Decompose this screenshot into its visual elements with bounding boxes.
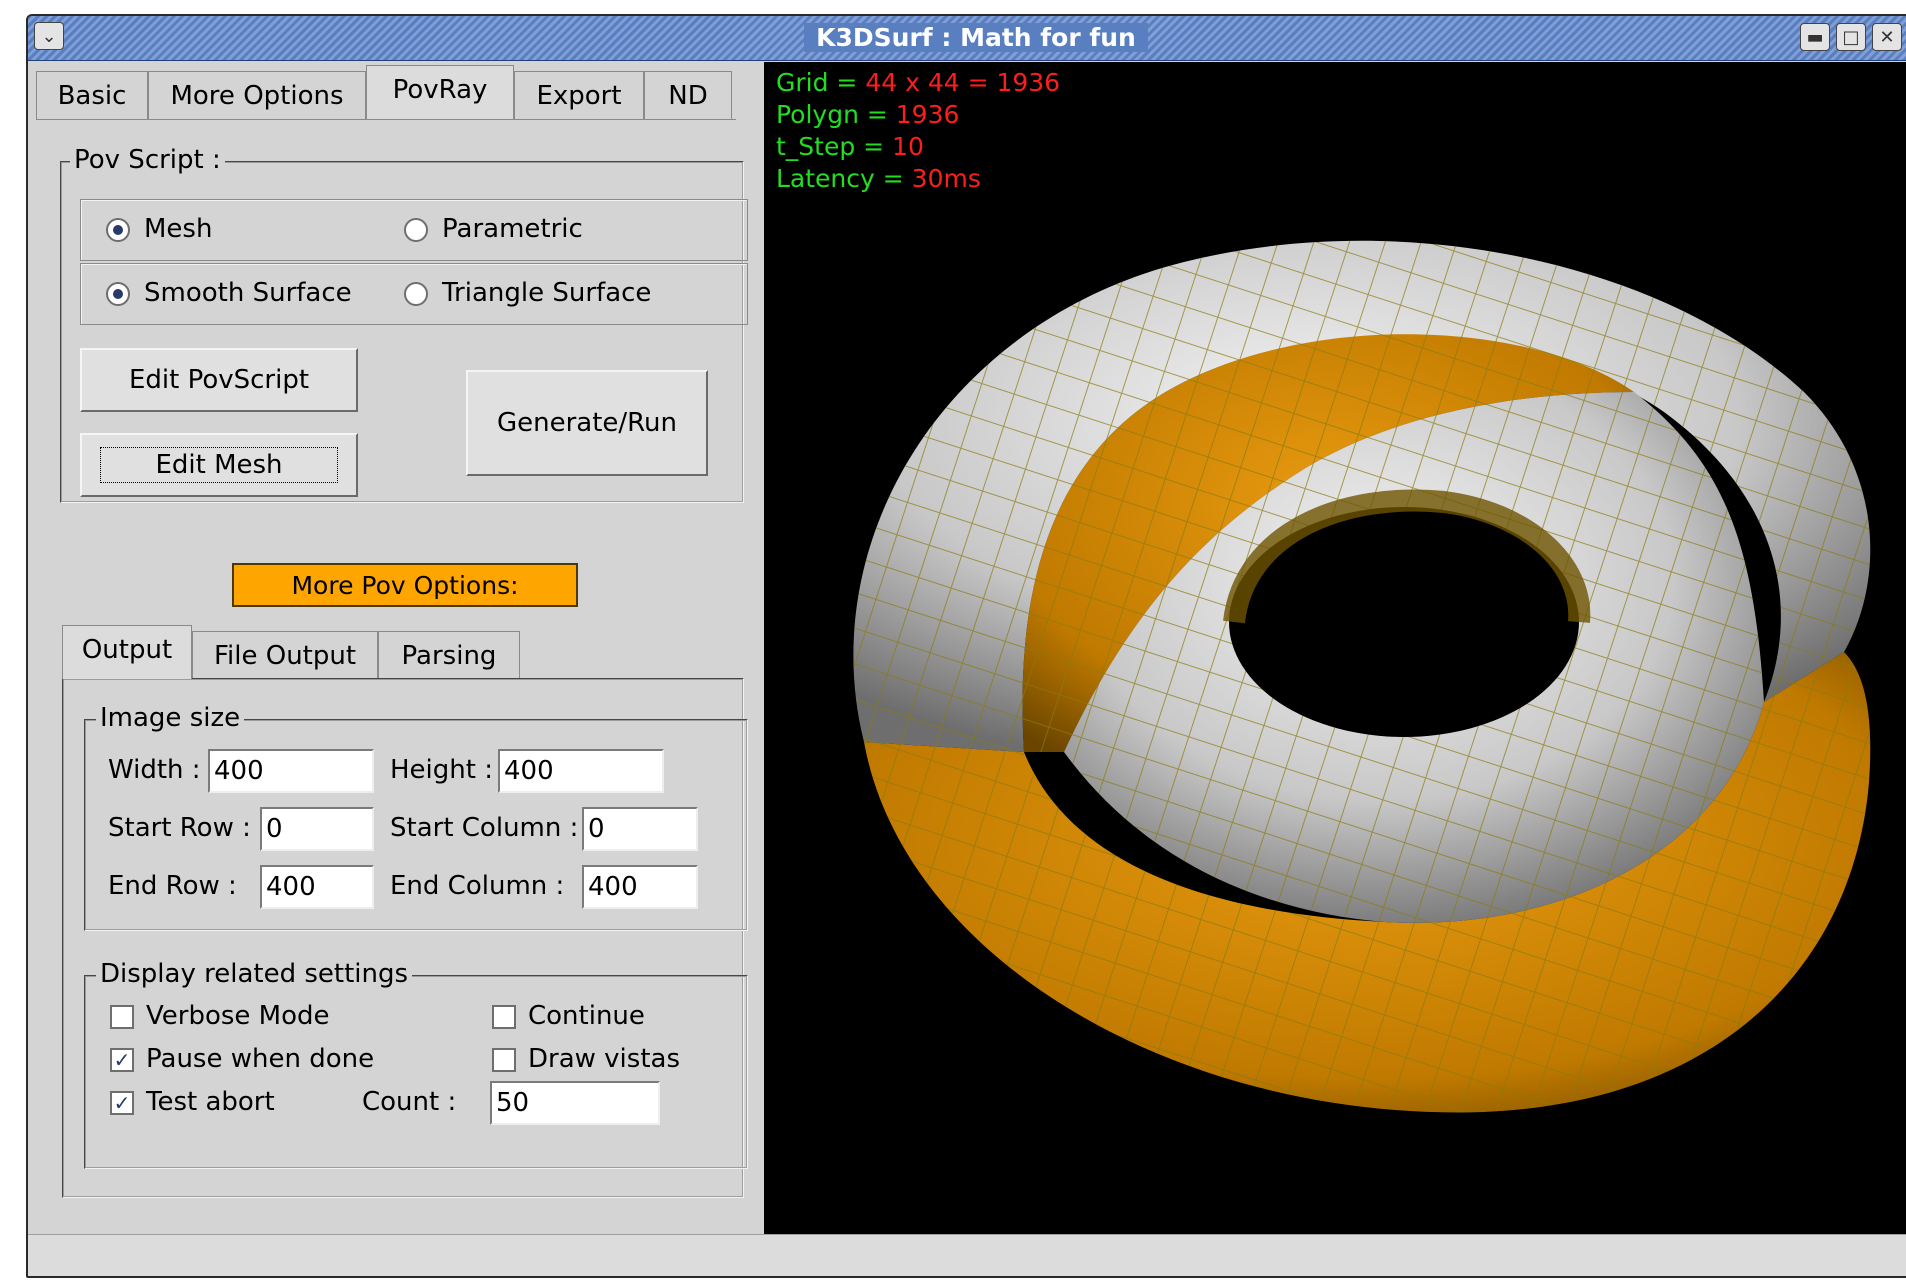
pause-when-done-label: Pause when done [146, 1044, 375, 1074]
maximize-button[interactable]: □ [1836, 23, 1866, 51]
parametric-label: Parametric [442, 214, 583, 244]
title-bar[interactable]: ⌄ K3DSurf : Math for fun ▬ □ ✕ [28, 16, 1906, 61]
close-button[interactable]: ✕ [1872, 23, 1902, 51]
render-viewport[interactable]: Grid = 44 x 44 = 1936 Polygn = 1936 t_St… [764, 62, 1906, 1234]
latency-stat: Latency = 30ms [776, 164, 981, 193]
polygon-stat: Polygn = 1936 [776, 100, 960, 129]
output-page [62, 678, 744, 1198]
chevron-down-icon: ⌄ [41, 25, 57, 47]
pov-script-group [60, 161, 744, 503]
continue-checkbox[interactable] [492, 1005, 516, 1029]
tab-divider [36, 119, 736, 120]
end-column-label: End Column : [390, 871, 565, 901]
minimize-button[interactable]: ▬ [1800, 23, 1830, 51]
generate-run-button[interactable]: Generate/Run [466, 370, 708, 476]
mesh-type-box [80, 199, 748, 261]
image-size-group [84, 719, 748, 931]
start-row-label: Start Row : [108, 813, 251, 843]
more-pov-options-button[interactable]: More Pov Options: [232, 563, 578, 607]
display-settings-group [84, 975, 748, 1169]
pause-when-done-checkbox[interactable]: ✓ [110, 1048, 134, 1072]
tab-more-options[interactable]: More Options [148, 71, 366, 119]
draw-vistas-label: Draw vistas [528, 1044, 681, 1074]
triangle-surface-label: Triangle Surface [442, 278, 652, 308]
count-label: Count : [362, 1087, 457, 1117]
start-row-input[interactable]: 0 [260, 807, 374, 851]
options-panel: Basic More Options PovRay Export ND Pov … [28, 61, 754, 1233]
tab-povray[interactable]: PovRay [366, 65, 514, 119]
tab-nd[interactable]: ND [644, 71, 732, 119]
end-row-label: End Row : [108, 871, 237, 901]
display-settings-title: Display related settings [96, 959, 413, 989]
window-title: K3DSurf : Math for fun [804, 23, 1148, 52]
start-column-label: Start Column : [390, 813, 579, 843]
verbose-mode-label: Verbose Mode [146, 1001, 330, 1031]
width-input[interactable]: 400 [208, 749, 374, 793]
height-input[interactable]: 400 [498, 749, 664, 793]
minimize-icon: ▬ [1806, 26, 1824, 48]
grid-stat: Grid = 44 x 44 = 1936 [776, 68, 1061, 97]
width-label: Width : [108, 755, 201, 785]
edit-mesh-button[interactable]: Edit Mesh [80, 433, 358, 497]
draw-vistas-checkbox[interactable] [492, 1048, 516, 1072]
checkmark-icon: ✓ [113, 1048, 131, 1072]
maximize-icon: □ [1842, 26, 1860, 48]
smooth-surface-radio[interactable] [106, 282, 130, 306]
smooth-surface-label: Smooth Surface [144, 278, 352, 308]
pov-script-title: Pov Script : [70, 145, 225, 175]
triangle-surface-radio[interactable] [404, 282, 428, 306]
end-row-input[interactable]: 400 [260, 865, 374, 909]
start-column-input[interactable]: 0 [582, 807, 698, 851]
checkmark-icon: ✓ [113, 1091, 131, 1115]
mesh-radio[interactable] [106, 218, 130, 242]
surface-render [853, 240, 1871, 1113]
status-bar [28, 1234, 1906, 1276]
window-menu-button[interactable]: ⌄ [34, 22, 64, 50]
end-column-input[interactable]: 400 [582, 865, 698, 909]
subtab-file-output[interactable]: File Output [192, 631, 378, 679]
close-icon: ✕ [1879, 26, 1895, 48]
test-abort-checkbox[interactable]: ✓ [110, 1091, 134, 1115]
tab-basic[interactable]: Basic [36, 71, 148, 119]
image-size-title: Image size [96, 703, 245, 733]
mesh-label: Mesh [144, 214, 213, 244]
edit-mesh-label: Edit Mesh [100, 447, 338, 483]
parametric-radio[interactable] [404, 218, 428, 242]
tab-export[interactable]: Export [514, 71, 644, 119]
surface-type-box [80, 263, 748, 325]
tstep-stat: t_Step = 10 [776, 132, 924, 161]
subtab-parsing[interactable]: Parsing [378, 631, 520, 679]
test-abort-label: Test abort [146, 1087, 275, 1117]
app-window: ⌄ K3DSurf : Math for fun ▬ □ ✕ Basic Mor… [26, 14, 1906, 1278]
verbose-mode-checkbox[interactable] [110, 1005, 134, 1029]
height-label: Height : [390, 755, 493, 785]
continue-label: Continue [528, 1001, 645, 1031]
count-input[interactable]: 50 [490, 1081, 660, 1125]
surface-hole [1229, 507, 1579, 737]
subtab-output[interactable]: Output [62, 625, 192, 679]
edit-povscript-button[interactable]: Edit PovScript [80, 348, 358, 412]
